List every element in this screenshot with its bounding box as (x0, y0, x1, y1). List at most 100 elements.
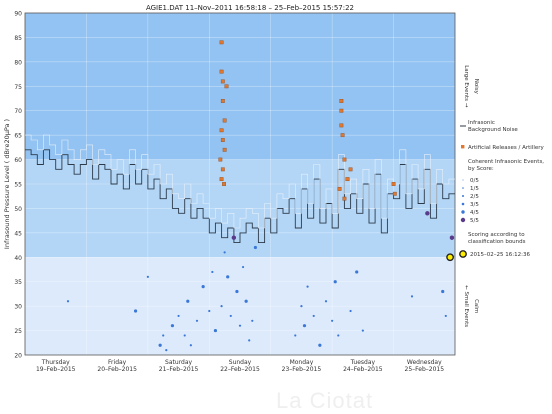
legend-score-label: 1/5 (470, 186, 479, 192)
watermark: La Ciotat (276, 388, 374, 413)
y-tick-label: 55 (14, 182, 22, 189)
band-label: ← Small Events (463, 285, 469, 327)
event-point (66, 300, 70, 303)
band (25, 257, 455, 355)
band-sublabel: Calm (473, 299, 479, 313)
event-point (201, 285, 205, 289)
y-tick-label: 45 (14, 230, 22, 237)
artillery-point (219, 40, 224, 45)
x-tick-date: 19–Feb–2015 (36, 366, 76, 373)
legend-coherent-title-2: by Score: (468, 166, 494, 172)
x-tick-day: Wednesday (407, 359, 442, 366)
event-point (223, 251, 226, 254)
artillery-point (342, 196, 347, 201)
y-tick-label: 75 (14, 84, 22, 91)
event-point (312, 314, 315, 318)
event-point (355, 270, 359, 274)
event-point (253, 245, 257, 250)
x-tick-day: Tuesday (350, 359, 376, 366)
event-point (235, 289, 239, 294)
x-tick-day: Sunday (229, 359, 252, 366)
chart-title: AGIE1.DAT 11–Nov–2011 16:58:18 – 25–Feb–… (146, 4, 354, 12)
plot-frame (24, 12, 456, 356)
artillery-point (218, 157, 223, 162)
y-tick-label: 65 (14, 133, 22, 140)
legend-highlight-label: 2015–02–25 16:12:36 (470, 252, 530, 258)
artillery-point (222, 118, 227, 123)
event-point (133, 309, 138, 313)
artillery-point (222, 182, 226, 186)
event-point (231, 235, 237, 240)
event-point (186, 299, 190, 303)
chart: AGIE1.DAT 11–Nov–2011 16:58:18 – 25–Feb–… (3, 4, 544, 373)
legend-scoring-note-1: Scoring according to (468, 232, 525, 238)
artillery-point (337, 186, 342, 191)
event-point (208, 309, 211, 313)
artillery-point (340, 133, 345, 138)
event-point (349, 309, 352, 313)
event-point (444, 314, 447, 318)
legend-coherent-title-1: Coherent Infrasonic Events, (468, 159, 544, 165)
y-tick-label: 85 (14, 35, 22, 42)
event-point (211, 270, 214, 274)
artillery-point (345, 177, 350, 182)
series-background-noise (25, 149, 455, 244)
event-point (241, 265, 245, 269)
event-point (333, 280, 337, 284)
legend-artillery-swatch (461, 145, 465, 149)
legend-score-label: 2/5 (470, 194, 479, 200)
y-tick-label: 90 (14, 11, 22, 18)
event-point (248, 339, 251, 342)
event-point (425, 211, 430, 216)
y-tick-label: 50 (14, 206, 22, 213)
x-tick-day: Thursday (41, 359, 70, 366)
event-point (244, 299, 248, 303)
x-tick-date: 21–Feb–2015 (159, 366, 199, 373)
band (25, 13, 455, 160)
y-tick-label: 60 (14, 157, 22, 164)
artillery-point (339, 123, 344, 128)
y-tick-label: 30 (14, 304, 22, 311)
event-point (162, 334, 165, 337)
band-label: Large Events → (463, 65, 469, 108)
artillery-point (348, 167, 353, 172)
event-point (170, 324, 175, 328)
event-point (146, 275, 149, 278)
y-tick-label: 35 (14, 279, 22, 286)
event-point (189, 344, 192, 347)
x-tick-date: 23–Feb–2015 (282, 366, 322, 373)
artillery-point (220, 79, 225, 84)
artillery-point (222, 147, 227, 152)
artillery-point (391, 182, 396, 186)
event-point (158, 343, 162, 347)
artillery-point (339, 99, 344, 103)
legend-score-label: 0/5 (470, 178, 479, 184)
event-point (238, 324, 242, 327)
legend-score-label: 5/5 (470, 218, 479, 224)
event-point (220, 305, 223, 308)
legend-noise-label-1: Infrasonic (468, 120, 495, 126)
y-tick-label: 20 (14, 353, 22, 360)
event-point (300, 305, 303, 308)
event-point (331, 319, 334, 322)
legend-score-marker (462, 187, 464, 189)
artillery-point (339, 108, 344, 113)
x-tick-date: 22–Feb–2015 (220, 366, 260, 373)
x-tick-day: Saturday (165, 359, 192, 366)
artillery-point (220, 99, 225, 103)
event-point (213, 328, 218, 333)
y-tick-label: 25 (14, 328, 22, 335)
legend-scoring-note-2: classification bounds (468, 239, 526, 245)
event-point (361, 329, 364, 332)
event-point (449, 235, 455, 240)
legend-score-label: 3/5 (470, 202, 479, 208)
event-point (177, 314, 180, 318)
highlight-marker (446, 253, 454, 262)
series-noise-envelope (25, 134, 455, 229)
artillery-point (219, 69, 224, 74)
event-point (251, 319, 254, 322)
event-point (441, 289, 445, 294)
event-point (306, 285, 309, 288)
legend-score-marker (462, 195, 464, 197)
y-tick-label: 70 (14, 108, 22, 115)
